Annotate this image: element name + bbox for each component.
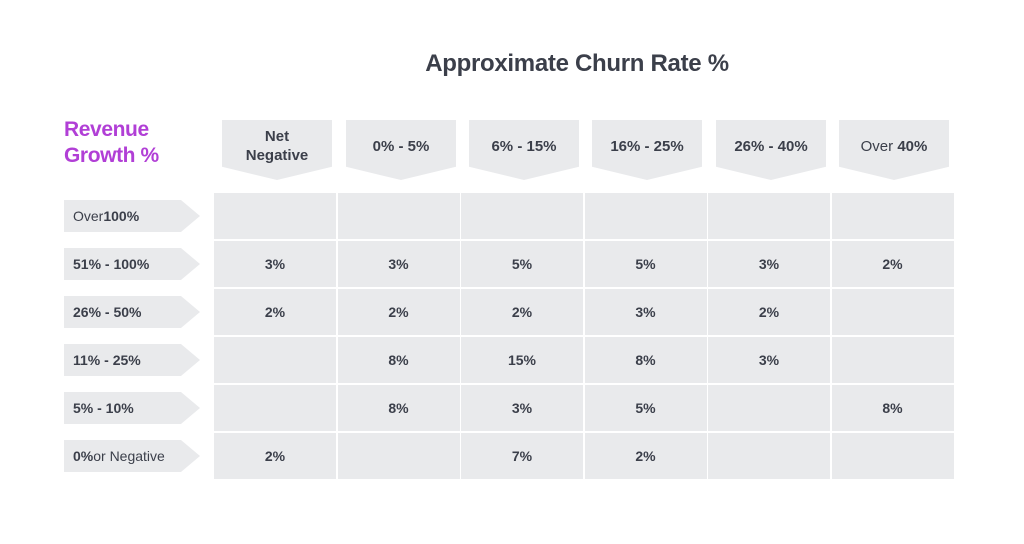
label-part: 6% - 15% bbox=[491, 137, 557, 155]
table-cell bbox=[708, 193, 830, 239]
table-cell: 2% bbox=[584, 433, 707, 479]
table-cell bbox=[337, 433, 460, 479]
label-part: Over bbox=[860, 137, 898, 155]
table-cell: 7% bbox=[461, 433, 583, 479]
column-header: 16% - 25% bbox=[592, 120, 702, 180]
label-part: 0% - 5% bbox=[372, 137, 430, 155]
row-axis-label: Revenue Growth % bbox=[64, 117, 159, 169]
label-part: Negative bbox=[245, 147, 309, 164]
column-header: 0% - 5% bbox=[346, 120, 456, 180]
table-cell bbox=[831, 337, 954, 383]
label-part: Over bbox=[73, 208, 104, 224]
table-cell: 8% bbox=[831, 385, 954, 431]
table-cell: 15% bbox=[461, 337, 583, 383]
table-cell bbox=[214, 385, 336, 431]
table-cell: 2% bbox=[337, 289, 460, 335]
column-header-label: 0% - 5% bbox=[373, 137, 430, 156]
table-cell: 2% bbox=[214, 433, 336, 479]
label-part: 100% bbox=[103, 208, 140, 224]
chart-title: Approximate Churn Rate % bbox=[425, 50, 729, 77]
table-cell bbox=[214, 193, 336, 239]
label-part: 40% bbox=[897, 137, 928, 155]
table-cell bbox=[831, 289, 954, 335]
row-header: 0% or Negative bbox=[64, 440, 200, 472]
row-header: 11% - 25% bbox=[64, 344, 200, 376]
column-header-label: Over 40% bbox=[861, 137, 928, 156]
column-header-label: Net Negative bbox=[246, 127, 309, 165]
label-part: 0% bbox=[73, 448, 94, 464]
table-cell: 2% bbox=[708, 289, 830, 335]
table-cell: 8% bbox=[584, 337, 707, 383]
table-cell: 3% bbox=[214, 241, 336, 287]
table-cell: 3% bbox=[708, 241, 830, 287]
column-header: 6% - 15% bbox=[469, 120, 579, 180]
table-cell: 3% bbox=[461, 385, 583, 431]
row-header: 26% - 50% bbox=[64, 296, 200, 328]
table-cell: 5% bbox=[461, 241, 583, 287]
label-part: 5% - 10% bbox=[73, 400, 134, 416]
table-cell: 2% bbox=[461, 289, 583, 335]
table-cell bbox=[831, 433, 954, 479]
row-axis-label-line-1: Revenue bbox=[64, 118, 149, 141]
table-cell bbox=[584, 193, 707, 239]
table-cell: 3% bbox=[708, 337, 830, 383]
table-cell bbox=[461, 193, 583, 239]
table-cell: 3% bbox=[584, 289, 707, 335]
label-part: or Negative bbox=[93, 448, 165, 464]
table-cell bbox=[831, 193, 954, 239]
column-header: Over 40% bbox=[839, 120, 949, 180]
column-header: 26% - 40% bbox=[716, 120, 826, 180]
table-cell: 2% bbox=[831, 241, 954, 287]
table-cell bbox=[337, 193, 460, 239]
label-part: 26% - 40% bbox=[734, 137, 808, 155]
table-cell bbox=[708, 385, 830, 431]
label-part: 26% - 50% bbox=[73, 304, 142, 320]
table-cell: 3% bbox=[337, 241, 460, 287]
column-header: Net Negative bbox=[222, 120, 332, 180]
row-header: 51% - 100% bbox=[64, 248, 200, 280]
table-cell: 8% bbox=[337, 337, 460, 383]
table-cell: 5% bbox=[584, 241, 707, 287]
label-part: 16% - 25% bbox=[610, 137, 684, 155]
label-part: 11% - 25% bbox=[73, 352, 141, 368]
table-cell bbox=[214, 337, 336, 383]
row-axis-label-line-2: Growth % bbox=[64, 144, 159, 167]
table-cell: 5% bbox=[584, 385, 707, 431]
label-part: Net bbox=[264, 128, 290, 145]
table-cell: 8% bbox=[337, 385, 460, 431]
label-part: 51% - 100% bbox=[73, 256, 150, 272]
row-header: 5% - 10% bbox=[64, 392, 200, 424]
row-header: Over 100% bbox=[64, 200, 200, 232]
column-header-label: 16% - 25% bbox=[610, 137, 683, 156]
table-cell bbox=[708, 433, 830, 479]
column-header-label: 6% - 15% bbox=[491, 137, 556, 156]
table-cell: 2% bbox=[214, 289, 336, 335]
column-header-label: 26% - 40% bbox=[734, 137, 807, 156]
